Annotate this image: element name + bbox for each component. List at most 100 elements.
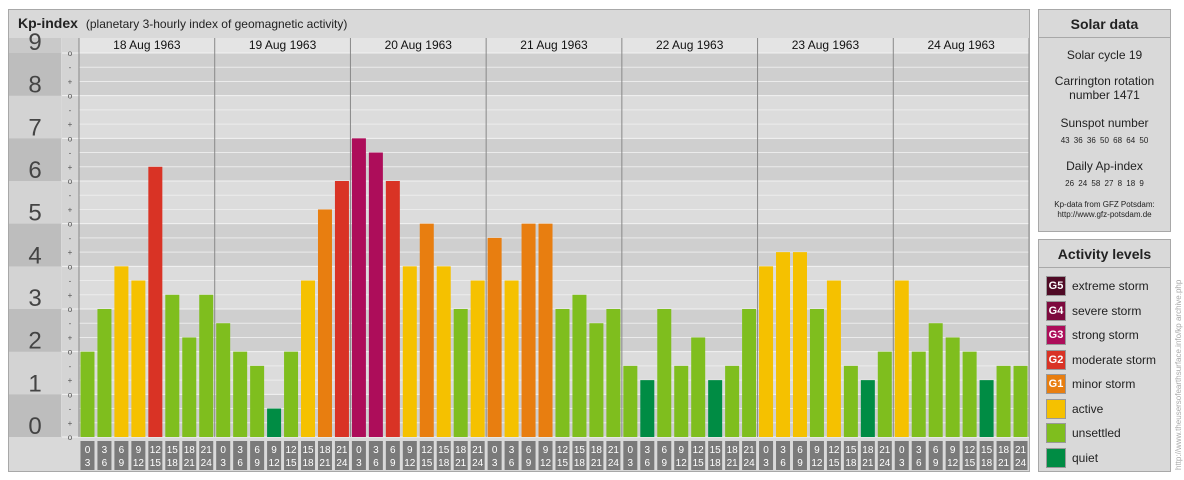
kp-bar (945, 337, 960, 437)
time-interval-box (945, 441, 960, 470)
time-interval-end: 12 (676, 458, 688, 469)
kp-bar (623, 365, 638, 437)
time-interval-start: 3 (102, 445, 108, 456)
time-interval-start: 15 (167, 445, 179, 456)
time-interval-box (521, 441, 536, 470)
time-interval-end: 15 (828, 458, 840, 469)
time-interval-end: 6 (645, 458, 651, 469)
y-tick-label: 3 (28, 285, 41, 312)
kp-bar (199, 294, 214, 437)
time-interval-end: 18 (302, 458, 314, 469)
solar-data-header: Solar data (1039, 10, 1170, 38)
time-interval-end: 3 (628, 458, 634, 469)
kp-bar (894, 280, 909, 437)
time-interval-start: 0 (899, 445, 905, 456)
sublevel-tick: + (68, 376, 73, 385)
activity-levels-header: Activity levels (1039, 240, 1170, 268)
time-interval-box (487, 441, 502, 470)
solar-data-panel: Solar data Solar cycle 19 Carrington rot… (1038, 9, 1171, 232)
time-interval-start: 15 (981, 445, 993, 456)
time-interval-end: 24 (608, 458, 620, 469)
kp-bar (538, 223, 553, 437)
kp-bar (487, 237, 502, 437)
time-interval-box (792, 441, 807, 470)
activity-level-swatch: G2 (1046, 349, 1066, 370)
kp-bar (674, 365, 689, 437)
time-interval-end: 12 (133, 458, 145, 469)
y-tick-label: 1 (28, 370, 41, 397)
time-interval-end: 15 (150, 458, 162, 469)
kp-bar (572, 294, 587, 437)
time-interval-box (894, 441, 909, 470)
kp-bar (555, 309, 570, 437)
time-interval-start: 21 (336, 445, 348, 456)
plot-band (79, 266, 1029, 309)
kp-bar (182, 337, 197, 437)
kp-bar (589, 323, 604, 437)
kp-bar (640, 380, 655, 437)
plot-band (79, 223, 1029, 267)
sublevel-tick: o (68, 390, 73, 399)
time-interval-end: 24 (472, 458, 484, 469)
time-interval-end: 3 (492, 458, 498, 469)
kp-bar (148, 166, 163, 438)
time-interval-end: 6 (102, 458, 108, 469)
time-interval-box (623, 441, 638, 470)
time-interval-start: 3 (237, 445, 243, 456)
time-interval-box (725, 441, 740, 470)
time-interval-start: 21 (879, 445, 891, 456)
plot-band (79, 95, 1029, 139)
kp-bar (419, 223, 434, 437)
time-interval-box (640, 441, 655, 470)
kp-bar (809, 309, 824, 437)
kp-bar (877, 351, 892, 437)
sublevel-tick: o (68, 348, 73, 357)
chart-subtitle: (planetary 3-hourly index of geomagnetic… (85, 17, 348, 31)
kp-bar (233, 351, 248, 437)
time-interval-box (742, 441, 757, 470)
time-interval-box (317, 441, 332, 470)
y-tick-label: 7 (28, 114, 41, 141)
time-interval-box (962, 441, 977, 470)
kp-bar (317, 209, 332, 437)
sublevel-tick: o (68, 92, 73, 101)
y-label-band (9, 53, 61, 96)
time-interval-end: 18 (710, 458, 722, 469)
time-interval-start: 3 (780, 445, 786, 456)
sublevel-tick: - (69, 277, 72, 286)
activity-level-swatch: G4 (1046, 300, 1066, 321)
kp-bar (996, 365, 1011, 437)
time-interval-end: 24 (879, 458, 891, 469)
kp-bar (725, 365, 740, 437)
time-interval-start: 15 (438, 445, 450, 456)
time-interval-start: 12 (285, 445, 297, 456)
time-interval-start: 3 (509, 445, 515, 456)
y-tick-label: 9 (28, 29, 41, 56)
data-source-link[interactable]: http://www.gfz-potsdam.de (1057, 210, 1152, 219)
time-interval-start: 9 (271, 445, 277, 456)
time-interval-end: 12 (811, 458, 823, 469)
activity-level-swatch: G5 (1046, 276, 1066, 296)
activity-level-label: minor storm (1072, 377, 1136, 391)
kp-bar (402, 266, 417, 437)
time-interval-box (928, 441, 943, 470)
time-interval-start: 6 (119, 445, 125, 456)
time-interval-end: 15 (421, 458, 433, 469)
kp-bar (250, 365, 265, 437)
time-interval-end: 21 (591, 458, 603, 469)
kp-bar (334, 181, 349, 437)
activity-level-label: quiet (1072, 450, 1099, 465)
sublevel-tick: + (68, 205, 73, 214)
time-interval-end: 3 (220, 458, 226, 469)
time-interval-end: 18 (167, 458, 179, 469)
kp-bar (657, 309, 672, 437)
time-interval-box (368, 441, 383, 470)
sublevel-tick: o (68, 305, 73, 314)
time-interval-box (267, 441, 282, 470)
date-header-strip (79, 38, 1029, 53)
sublevel-tick: o (68, 134, 73, 143)
time-interval-end: 6 (509, 458, 515, 469)
kp-bar (216, 323, 231, 437)
kp-bar (826, 280, 841, 437)
time-interval-start: 9 (814, 445, 820, 456)
